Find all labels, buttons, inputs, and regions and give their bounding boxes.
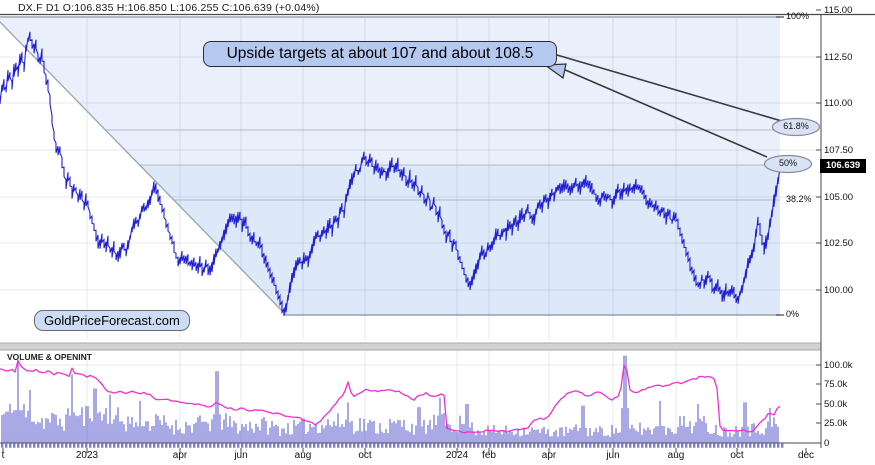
watermark-badge: GoldPriceForecast.com [34,310,190,331]
x-axis-label: aug [667,450,685,461]
last-price-badge: 106.639 [820,159,866,173]
y-axis-label: 105.00 [824,192,854,203]
volume-axis-label: 75.0k [824,379,848,390]
x-axis-label: t [1,450,5,461]
x-axis-label: jun [234,450,248,461]
volume-bars [1,355,779,443]
x-axis-label: dec [797,450,815,461]
panel-divider[interactable] [0,343,821,350]
x-axis-label: feb [482,450,496,461]
fib-ellipse-label: 61.8% [783,121,809,131]
fib-ellipse-label: 50% [778,158,797,168]
volume-pane-label: VOLUME & OPENINT [7,352,93,362]
x-axis-label: 2023 [75,450,99,461]
fib-level-label: 0% [786,309,800,319]
y-axis-label: 107.50 [824,145,854,156]
y-axis-label: 112.50 [824,52,853,63]
annotation-bubble-tail [543,63,567,80]
fib-level-label: 38.2% [786,194,812,204]
fib-ellipse-50% [763,154,813,174]
x-axis-label: aug [294,450,312,461]
y-axis-label: 110.00 [824,98,853,109]
annotation-pointer-line [555,65,768,158]
annotation-pointer-line [556,54,786,123]
price-series-line [0,31,781,316]
volume-axis-label: 25.0k [824,418,848,429]
x-axis-label: oct [730,450,744,461]
openint-line [0,359,781,434]
x-axis-label: apr [172,450,188,461]
volume-axis-label: 100.0k [824,360,853,371]
annotation-bubble[interactable]: Upside targets at about 107 and about 10… [203,41,557,67]
y-axis-label: 102.50 [824,238,854,249]
fib-level-label: 100% [786,11,810,21]
y-axis-label: 115.00 [824,5,853,16]
volume-axis-label: 0 [824,438,830,449]
ohlc-title-bar: DX.F D1 O:106.835 H:106.850 L:106.255 C:… [18,2,320,14]
y-axis-label: 100.00 [824,285,854,296]
descending-trendline[interactable] [0,21,287,316]
fib-ellipse-61.8% [771,117,821,137]
x-axis-label: apr [541,450,557,461]
x-axis-label: oct [358,450,372,461]
x-axis-label: jun [606,450,620,461]
volume-axis-label: 50.0k [824,399,848,410]
x-axis-label: 2024 [445,450,469,461]
